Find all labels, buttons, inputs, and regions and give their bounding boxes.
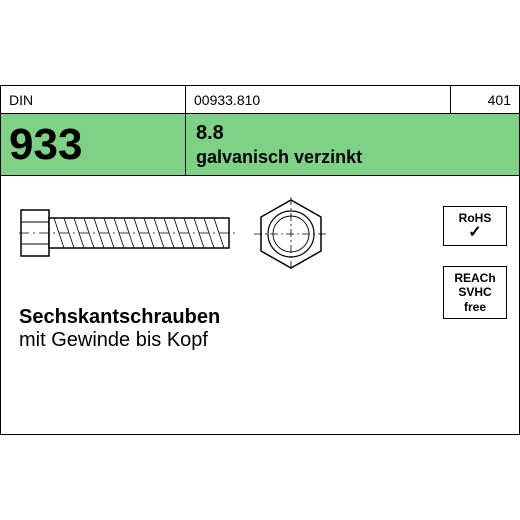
- finish: galvanisch verzinkt: [196, 147, 519, 168]
- reach-line3: free: [446, 300, 504, 314]
- product-card: DIN 00933.810 401 933 8.8 galvanisch ver…: [0, 85, 520, 435]
- product-code: 00933.810: [194, 92, 260, 108]
- description: Sechskantschrauben mit Gewinde bis Kopf: [19, 306, 220, 352]
- rohs-badge: RoHS ✓: [443, 206, 507, 246]
- product-code-cell: 00933.810: [186, 86, 451, 113]
- bolt-hex-icon: [251, 194, 331, 274]
- right-code: 401: [488, 92, 511, 108]
- spec-cell: 8.8 galvanisch verzinkt: [186, 114, 519, 175]
- right-code-cell: 401: [451, 86, 519, 113]
- din-label-cell: DIN: [1, 86, 186, 113]
- bolt-side-icon: [19, 198, 239, 268]
- reach-line1: REACh: [446, 271, 504, 285]
- reach-line2: SVHC: [446, 285, 504, 299]
- check-icon: ✓: [446, 225, 504, 241]
- body-area: Sechskantschrauben mit Gewinde bis Kopf …: [1, 176, 519, 434]
- rohs-label: RoHS: [446, 211, 504, 225]
- grade: 8.8: [196, 122, 519, 145]
- din-number-cell: 933: [1, 114, 186, 175]
- reach-badge: REACh SVHC free: [443, 266, 507, 319]
- description-line2: mit Gewinde bis Kopf: [19, 329, 220, 352]
- green-row: 933 8.8 galvanisch verzinkt: [1, 114, 519, 176]
- din-number: 933: [9, 123, 82, 167]
- header-row: DIN 00933.810 401: [1, 86, 519, 114]
- din-label: DIN: [9, 92, 33, 108]
- description-line1: Sechskantschrauben: [19, 306, 220, 329]
